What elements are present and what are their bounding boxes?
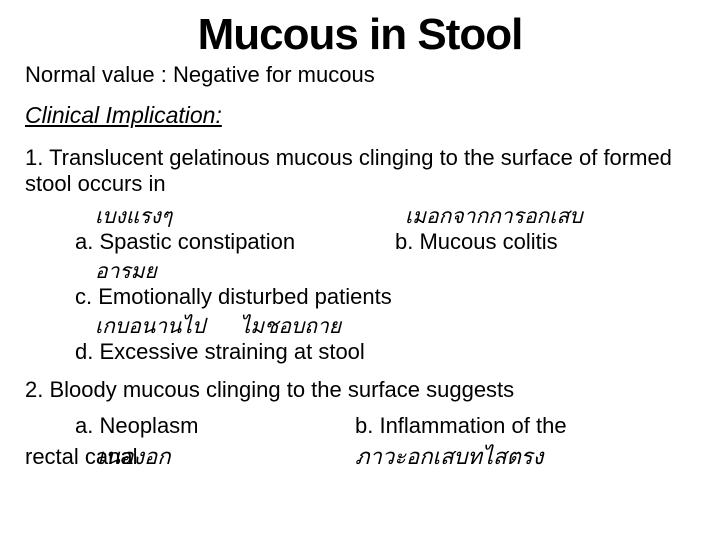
normal-value: Normal value : Negative for mucous <box>25 62 695 88</box>
item-1d: d. Excessive straining at stool <box>75 339 695 365</box>
thai-annotation-2b: ภาวะอกเสบทไสตรง <box>355 439 543 474</box>
section1-row-ab-thai: เบงแรงๆ เมอกจากการอกเสบ <box>75 200 695 229</box>
thai-annotation-d2: ไมชอบถาย <box>240 314 341 338</box>
thai-annotation-d1: เกบอนานไป <box>95 314 205 338</box>
clinical-implication-heading: Clinical Implication: <box>25 102 695 129</box>
section1-row-ab: a. Spastic constipation b. Mucous coliti… <box>75 229 695 255</box>
item-1b: b. Mucous colitis <box>395 229 558 255</box>
item-2b-line1: b. Inflammation of the <box>355 413 567 439</box>
section2-row2: rectal canalเนองอก ภาวะอกเสบทไสตรง <box>25 439 695 474</box>
section2-intro: 2. Bloody mucous clinging to the surface… <box>25 377 695 403</box>
page-title: Mucous in Stool <box>25 10 695 60</box>
section2-row-ab: a. Neoplasm b. Inflammation of the <box>75 413 695 439</box>
section1-intro: 1. Translucent gelatinous mucous clingin… <box>25 145 695 198</box>
thai-annotation-2a: เนองอก <box>98 444 171 469</box>
item-1a: a. Spastic constipation <box>75 229 395 255</box>
item-2a: a. Neoplasm <box>75 413 355 439</box>
item-1c: c. Emotionally disturbed patients <box>75 284 695 310</box>
